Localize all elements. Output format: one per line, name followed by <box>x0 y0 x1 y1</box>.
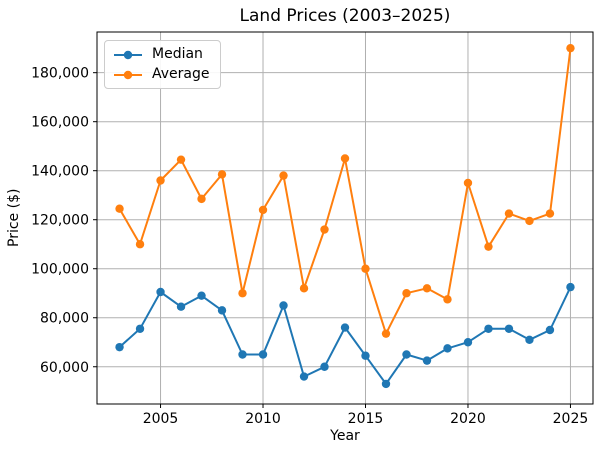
data-point-average <box>238 289 247 298</box>
data-point-median <box>566 282 575 292</box>
chart-title: Land Prices (2003–2025) <box>239 6 451 26</box>
legend-label-average: Average <box>152 66 210 82</box>
plot-border <box>96 31 594 405</box>
data-point-median <box>156 287 165 297</box>
legend-line-marker-icon <box>114 50 142 59</box>
data-point-average <box>135 240 145 249</box>
data-point-average <box>504 209 514 218</box>
data-point-average <box>484 242 493 251</box>
data-point-median <box>545 325 555 335</box>
data-point-average <box>217 170 227 179</box>
legend-item-median: Median <box>113 46 210 63</box>
data-point-average <box>463 178 473 188</box>
legend-item-average: Average <box>113 66 210 83</box>
data-point-median <box>361 351 370 360</box>
data-point-median <box>320 362 329 371</box>
data-point-median <box>135 324 145 333</box>
legend: Median Average <box>104 40 221 89</box>
x-tick-label: 2015 <box>348 411 384 427</box>
x-tick-label: 2020 <box>450 411 486 427</box>
data-point-average <box>115 204 124 213</box>
data-point-median <box>443 344 452 353</box>
data-point-median <box>197 291 206 300</box>
data-point-average <box>197 194 206 204</box>
y-tick-label: 60,000 <box>40 360 89 376</box>
data-point-median <box>115 342 124 352</box>
data-point-average <box>525 216 534 226</box>
series-line-median <box>118 286 572 385</box>
data-point-median <box>484 324 493 333</box>
y-tick-label: 80,000 <box>40 311 89 327</box>
data-point-average <box>340 154 350 163</box>
data-point-median <box>381 379 391 389</box>
x-tick-label: 2005 <box>143 411 179 427</box>
y-tick-label: 160,000 <box>31 115 89 131</box>
data-point-average <box>422 284 432 293</box>
x-axis-label: Year <box>330 428 360 444</box>
data-point-average <box>156 176 165 185</box>
data-point-median <box>525 335 534 344</box>
data-point-average <box>279 171 288 180</box>
series-line-average <box>118 47 572 335</box>
data-point-average <box>299 284 309 293</box>
data-point-average <box>566 43 575 53</box>
y-tick-label: 180,000 <box>31 66 89 82</box>
x-tick-label: 2010 <box>245 411 281 427</box>
data-point-median <box>238 350 247 359</box>
data-point-average <box>320 225 329 234</box>
y-tick-label: 140,000 <box>31 164 89 180</box>
data-point-median <box>402 350 411 359</box>
y-tick-label: 120,000 <box>31 213 89 229</box>
data-point-median <box>299 372 309 381</box>
data-point-median <box>504 324 514 333</box>
legend-line-marker-icon <box>114 70 142 79</box>
data-point-average <box>402 289 411 298</box>
data-point-median <box>217 306 227 315</box>
data-point-median <box>279 301 288 310</box>
data-point-median <box>258 350 268 359</box>
data-point-average <box>381 329 391 338</box>
data-point-average <box>443 295 452 304</box>
data-point-median <box>422 356 432 365</box>
data-point-average <box>361 264 370 273</box>
data-point-average <box>176 155 186 164</box>
data-point-median <box>463 338 473 347</box>
legend-label-median: Median <box>152 46 203 62</box>
data-point-median <box>340 323 350 332</box>
data-point-median <box>176 302 186 311</box>
y-tick-label: 100,000 <box>31 262 89 278</box>
x-tick-label: 2025 <box>553 411 589 427</box>
data-point-average <box>258 205 268 215</box>
data-point-average <box>545 209 555 218</box>
